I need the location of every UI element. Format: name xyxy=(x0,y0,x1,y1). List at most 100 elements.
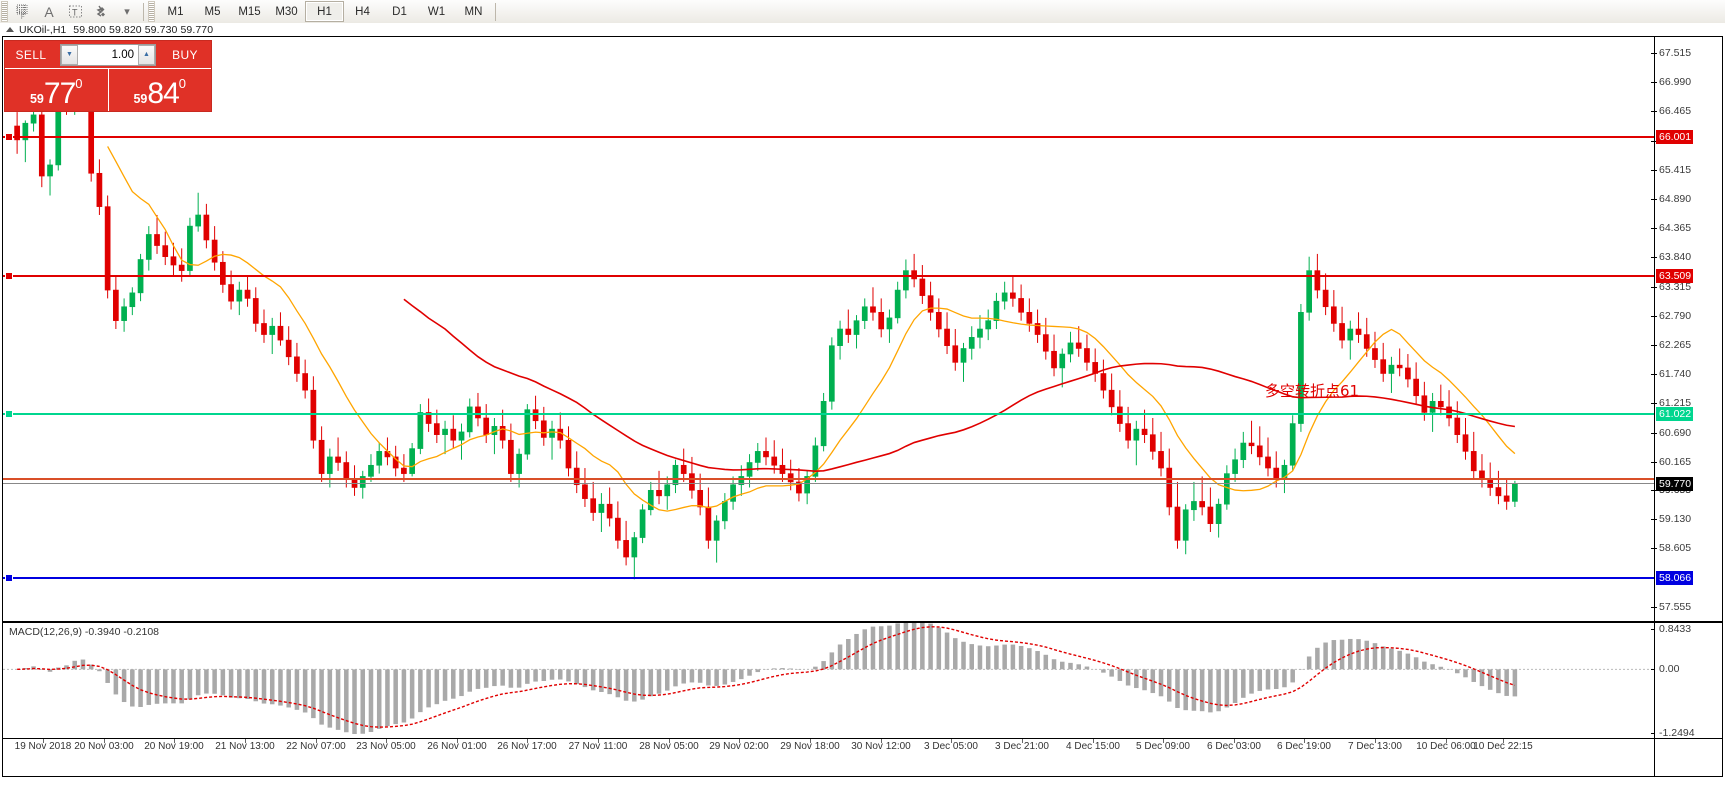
chart-toolbar: F A T ▾ M1 M5 M15 M30 H1 H4 D1 W1 MN xyxy=(0,0,1725,24)
dropdown-arrow-icon[interactable]: ▾ xyxy=(124,6,130,18)
crosshair-f-icon[interactable]: F xyxy=(10,1,36,22)
sell-price[interactable]: 59 77 0 xyxy=(5,68,108,111)
time-axis-tick: 19 Nov 2018 xyxy=(14,741,72,752)
time-axis-tick: 27 Nov 11:00 xyxy=(568,741,628,752)
price-axis-tick: 66.465 xyxy=(1659,105,1692,118)
chart-area[interactable]: 多空转折点61 MACD(12,26,9) -0.3940 -0.2108 19… xyxy=(2,36,1723,777)
price-axis-line xyxy=(1654,37,1655,776)
time-axis-tick: 6 Dec 03:00 xyxy=(1207,741,1261,752)
timeframe-w1[interactable]: W1 xyxy=(427,5,446,18)
time-axis-tick: 26 Nov 01:00 xyxy=(427,741,487,752)
price-axis-tick: 63.840 xyxy=(1659,251,1692,264)
price-pane[interactable]: 多空转折点61 xyxy=(3,37,1722,621)
time-axis-divider xyxy=(3,738,1722,739)
time-axis-tick: 30 Nov 12:00 xyxy=(851,741,911,752)
time-axis-tick: 26 Nov 17:00 xyxy=(497,741,557,752)
level-line xyxy=(3,478,1654,481)
time-axis-tick: 22 Nov 07:00 xyxy=(286,741,346,752)
time-axis-tick: 29 Nov 02:00 xyxy=(709,741,769,752)
text-box-icon[interactable]: T xyxy=(62,1,88,22)
timeframe-m5[interactable]: M5 xyxy=(204,5,221,18)
level-line xyxy=(3,412,1654,415)
time-axis-tick: 5 Dec 09:00 xyxy=(1136,741,1190,752)
volume-value[interactable]: 1.00 xyxy=(111,48,134,61)
time-axis-tick: 6 Dec 19:00 xyxy=(1277,741,1331,752)
time-axis-tick: 20 Nov 03:00 xyxy=(74,741,134,752)
price-level-badge[interactable]: 63.509 xyxy=(1656,268,1694,283)
volume-stepper[interactable]: ▼ 1.00 ▲ xyxy=(60,43,156,66)
trade-panel-prices: 59 77 0 59 84 0 xyxy=(5,68,211,111)
price-axis-tick: 57.555 xyxy=(1659,600,1692,613)
price-axis-tick: 60.690 xyxy=(1659,426,1692,439)
toolbar-drag-handle[interactable] xyxy=(1,1,8,22)
macd-indicator-label: MACD(12,26,9) -0.3940 -0.2108 xyxy=(9,626,159,638)
buy-price[interactable]: 59 84 0 xyxy=(107,68,211,111)
price-axis-tick: 61.215 xyxy=(1659,397,1692,410)
level-line xyxy=(3,274,1654,277)
volume-increment-icon[interactable]: ▲ xyxy=(138,44,155,65)
time-axis-tick: 10 Dec 06:00 xyxy=(1416,741,1476,752)
sell-price-pip: 0 xyxy=(75,76,83,91)
status-strip xyxy=(0,779,1725,794)
time-axis-tick: 3 Dec 05:00 xyxy=(924,741,978,752)
one-click-trading-panel[interactable]: SELL ▼ 1.00 ▲ BUY 59 77 0 59 84 0 xyxy=(4,40,212,112)
price-axis-tick: 62.265 xyxy=(1659,338,1692,351)
timeframe-h4[interactable]: H4 xyxy=(355,5,370,18)
macd-axis-tick: -1.2494 xyxy=(1659,727,1695,739)
time-axis-tick: 3 Dec 21:00 xyxy=(995,741,1049,752)
buy-price-int: 59 xyxy=(133,92,148,106)
price-axis-tick: 65.415 xyxy=(1659,163,1692,176)
level-line xyxy=(3,577,1654,580)
timeframe-drag-handle[interactable] xyxy=(148,1,155,22)
chart-annotation-text: 多空转折点61 xyxy=(1265,382,1360,401)
text-a-icon[interactable]: A xyxy=(44,3,54,20)
time-axis-tick: 29 Nov 18:00 xyxy=(780,741,840,752)
price-axis-tick: 66.990 xyxy=(1659,76,1692,89)
objects-icon[interactable] xyxy=(88,1,114,22)
price-level-badge[interactable]: 66.001 xyxy=(1656,130,1694,145)
time-axis: 19 Nov 2018 20 Nov 03:00 20 Nov 19:00 21 No… xyxy=(3,739,1722,776)
time-axis-tick: 7 Dec 13:00 xyxy=(1348,741,1402,752)
sell-price-frac: 77 xyxy=(43,77,76,110)
price-axis-tick: 58.605 xyxy=(1659,542,1692,555)
timeframe-m1[interactable]: M1 xyxy=(167,5,184,18)
macd-axis-tick: 0.00 xyxy=(1659,663,1680,676)
buy-price-pip: 0 xyxy=(178,76,186,91)
price-axis-tick: 64.890 xyxy=(1659,192,1692,205)
timeframe-m15[interactable]: M15 xyxy=(238,5,261,18)
buy-button[interactable]: BUY xyxy=(172,47,198,62)
time-axis-tick: 10 Dec 22:15 xyxy=(1473,741,1533,752)
price-level-badge[interactable]: 61.022 xyxy=(1656,407,1694,421)
collapse-triangle-icon[interactable] xyxy=(6,27,14,32)
volume-decrement-icon[interactable]: ▼ xyxy=(61,44,78,65)
timeframe-m30[interactable]: M30 xyxy=(275,5,298,18)
timeframe-mn[interactable]: MN xyxy=(464,5,483,18)
sell-button[interactable]: SELL xyxy=(15,47,47,62)
price-level-badge[interactable]: 58.066 xyxy=(1656,571,1694,586)
price-level-badge[interactable]: 59.770 xyxy=(1656,476,1694,491)
timeframe-h1[interactable]: H1 xyxy=(305,1,344,22)
price-axis-tick: 63.315 xyxy=(1659,280,1692,293)
timeframe-d1[interactable]: D1 xyxy=(392,5,407,18)
price-plot[interactable] xyxy=(3,37,1654,621)
ohlc-values: 59.800 59.820 59.730 59.770 xyxy=(73,23,214,36)
price-axis-tick: 60.165 xyxy=(1659,455,1692,468)
toolbar-divider-2 xyxy=(495,2,496,21)
price-axis-tick: 61.740 xyxy=(1659,368,1692,381)
sell-price-int: 59 xyxy=(29,92,44,106)
pane-divider xyxy=(3,621,1722,623)
price-axis-tick: 67.515 xyxy=(1659,46,1692,59)
symbol-label: UKOil-,H1 xyxy=(19,23,67,36)
price-axis-tick: 59.130 xyxy=(1659,513,1692,526)
macd-pane[interactable]: MACD(12,26,9) -0.3940 -0.2108 xyxy=(3,623,1722,738)
svg-text:T: T xyxy=(72,8,78,18)
macd-axis-tick: 0.8433 xyxy=(1659,623,1692,635)
level-line xyxy=(3,136,1654,139)
time-axis-tick: 23 Nov 05:00 xyxy=(356,741,416,752)
buy-price-frac: 84 xyxy=(147,77,179,110)
price-axis-tick: 62.790 xyxy=(1659,309,1692,322)
time-axis-tick: 21 Nov 13:00 xyxy=(215,741,275,752)
chart-symbol-header: UKOil-,H1 59.800 59.820 59.730 59.770 xyxy=(0,23,1725,36)
macd-plot[interactable] xyxy=(3,623,1654,738)
